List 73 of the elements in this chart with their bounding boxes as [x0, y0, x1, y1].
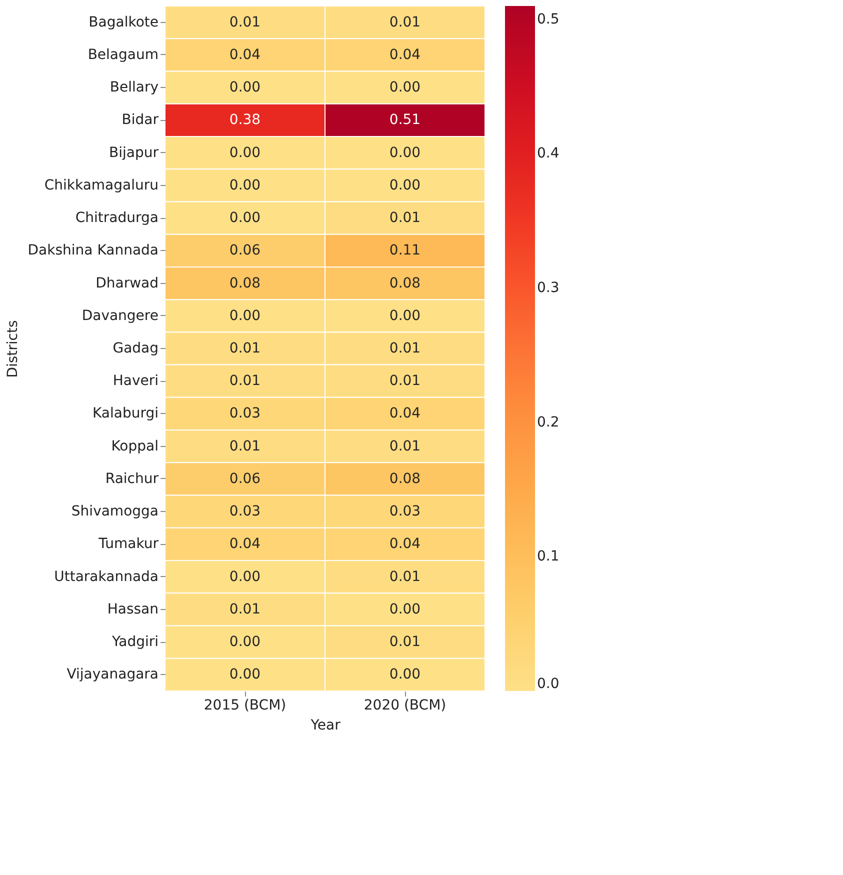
data-label: 0.01	[229, 373, 261, 390]
y-tick-label: Vijayanagara	[66, 666, 158, 683]
data-label: 0.00	[229, 666, 261, 683]
data-label: 0.08	[229, 275, 261, 292]
data-label: 0.01	[389, 373, 421, 390]
data-label: 0.08	[389, 275, 421, 292]
color-bar-label: 0.2	[537, 414, 560, 430]
y-tick-label: Dharwad	[96, 275, 158, 292]
data-label: 0.01	[229, 438, 261, 454]
data-label: 0.51	[389, 112, 421, 128]
x-tick-label: 2020 (BCM)	[364, 698, 446, 714]
y-tick-label: Bagalkote	[88, 14, 158, 30]
data-label: 0.06	[229, 242, 261, 259]
data-label: 0.00	[229, 80, 261, 96]
data-label: 0.04	[229, 536, 261, 552]
data-label: 0.01	[389, 14, 421, 30]
data-label: 0.00	[229, 210, 261, 226]
data-label: 0.00	[229, 568, 261, 585]
data-label: 0.00	[229, 308, 261, 324]
x-axis-title: Year	[310, 718, 341, 734]
data-label: 0.00	[389, 80, 421, 96]
y-tick-label: Haveri	[112, 373, 158, 390]
data-label: 0.06	[229, 470, 261, 487]
data-label: 0.04	[389, 406, 421, 422]
data-label: 0.00	[229, 177, 261, 194]
y-tick-label: Raichur	[105, 470, 159, 487]
data-label: 0.04	[389, 536, 421, 552]
y-tick-label: Koppal	[111, 438, 158, 454]
y-tick-label: Bellary	[110, 80, 158, 96]
data-label: 0.01	[229, 340, 261, 356]
y-tick-label: Dakshina Kannada	[28, 242, 158, 259]
y-tick-label: Belagaum	[88, 46, 158, 63]
y-tick-label: Kalaburgi	[92, 406, 158, 422]
data-label: 0.03	[229, 504, 261, 520]
data-label: 0.03	[389, 504, 421, 520]
data-label: 0.38	[229, 112, 261, 128]
data-label: 0.08	[389, 470, 421, 487]
y-tick-label: Chitradurga	[75, 210, 158, 226]
data-label: 0.01	[389, 634, 421, 650]
color-bar-label: 0.0	[537, 676, 560, 692]
x-tick-label: 2015 (BCM)	[204, 698, 286, 714]
data-label: 0.00	[389, 177, 421, 194]
y-tick-label: Gadag	[112, 340, 158, 356]
data-label: 0.00	[389, 308, 421, 324]
color-bar-label: 0.1	[537, 548, 560, 565]
y-tick-label: Bidar	[122, 112, 159, 128]
data-label: 0.00	[389, 666, 421, 683]
y-tick-label: Hassan	[107, 601, 158, 618]
color-bar-label: 0.5	[537, 11, 560, 28]
data-label: 0.01	[229, 14, 261, 30]
data-label: 0.01	[389, 210, 421, 226]
data-label: 0.01	[389, 438, 421, 454]
data-label: 0.00	[389, 144, 421, 161]
y-tick-label: Tumakur	[98, 536, 159, 552]
data-label: 0.04	[229, 46, 261, 63]
data-label: 0.01	[389, 568, 421, 585]
y-tick-label: Uttarakannada	[54, 568, 158, 585]
data-label: 0.01	[229, 601, 261, 618]
y-tick-label: Shivamogga	[71, 504, 158, 520]
color-bar-label: 0.4	[537, 146, 560, 162]
data-label: 0.00	[229, 634, 261, 650]
color-bar-label: 0.3	[537, 280, 560, 296]
data-label: 0.01	[389, 340, 421, 356]
data-label: 0.03	[229, 406, 261, 422]
y-tick-label: Chikkamagaluru	[44, 177, 158, 194]
y-tick-label: Davangere	[82, 308, 158, 324]
data-label: 0.04	[389, 46, 421, 63]
y-axis-title: Districts	[4, 320, 21, 378]
data-label: 0.00	[229, 144, 261, 161]
y-tick-label: Bijapur	[109, 144, 159, 161]
data-label: 0.11	[389, 242, 421, 259]
y-tick-label: Yadgiri	[110, 634, 158, 650]
data-label: 0.00	[389, 601, 421, 618]
